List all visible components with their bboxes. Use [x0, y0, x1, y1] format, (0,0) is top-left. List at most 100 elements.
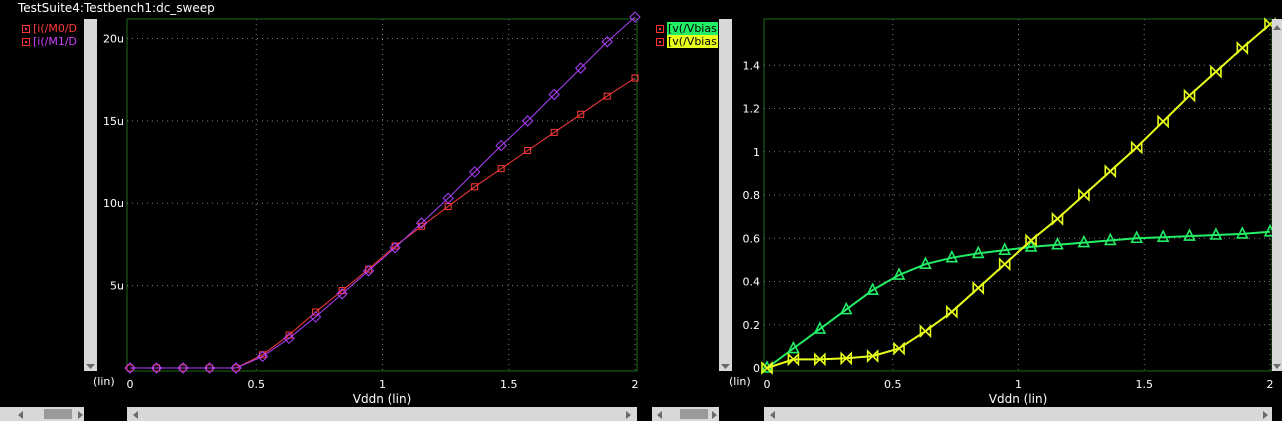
scroll-down-icon[interactable] — [1273, 364, 1281, 369]
data-point[interactable] — [866, 349, 879, 364]
data-point[interactable] — [1078, 188, 1090, 202]
y-scale-note: (lin) — [93, 375, 115, 388]
legend-item[interactable]: [i(/M1/D — [22, 35, 83, 48]
x-axis-label: Vddn (lin) — [989, 392, 1048, 406]
data-point[interactable] — [1051, 236, 1064, 250]
legend-item[interactable]: [i(/M0/D — [22, 22, 83, 35]
y-scrollbar-right[interactable] — [719, 19, 732, 371]
y-tick-label: 0.2 — [743, 319, 761, 332]
data-point[interactable] — [1051, 211, 1064, 226]
data-point[interactable] — [866, 282, 879, 295]
data-point[interactable] — [946, 304, 958, 319]
data-point[interactable] — [1156, 229, 1170, 242]
data-point[interactable] — [521, 115, 534, 127]
data-point[interactable] — [548, 88, 560, 101]
data-point[interactable] — [309, 311, 322, 323]
y-scrollbar-right-edge[interactable] — [1272, 19, 1282, 371]
data-point[interactable] — [1236, 41, 1249, 55]
data-point[interactable] — [840, 351, 853, 366]
data-point[interactable] — [471, 183, 479, 191]
data-point[interactable] — [631, 74, 639, 82]
data-point[interactable] — [972, 281, 985, 295]
scroll-right-icon[interactable] — [1263, 411, 1268, 419]
h-scrollbar-plot-left[interactable] — [127, 407, 637, 421]
scroll-right-icon[interactable] — [626, 411, 631, 419]
data-point[interactable] — [495, 139, 507, 152]
data-point[interactable] — [1025, 233, 1037, 248]
data-point[interactable] — [203, 362, 216, 374]
data-point[interactable] — [497, 165, 505, 173]
data-point[interactable] — [230, 362, 242, 374]
data-point[interactable] — [1209, 227, 1223, 240]
data-point[interactable] — [814, 352, 826, 367]
y-tick-label: 1.4 — [743, 59, 761, 72]
x-tick-label: 0.5 — [884, 378, 902, 391]
data-point[interactable] — [839, 301, 853, 315]
scroll-left-icon[interactable] — [18, 411, 23, 419]
y-scale-note: (lin) — [729, 375, 751, 388]
legend-item[interactable]: [v(/Vbias — [656, 22, 718, 35]
data-point[interactable] — [919, 324, 932, 339]
data-point[interactable] — [550, 128, 558, 136]
data-point[interactable] — [283, 332, 295, 345]
legend-panel-right — [652, 19, 719, 371]
data-point[interactable] — [1157, 114, 1169, 129]
data-point[interactable] — [813, 321, 827, 334]
x-tick-label: 1.5 — [1136, 378, 1154, 391]
data-point[interactable] — [787, 340, 800, 354]
data-point[interactable] — [1130, 230, 1143, 244]
data-point[interactable] — [893, 341, 905, 356]
data-point[interactable] — [945, 249, 959, 263]
legend-item[interactable]: [v(/Vbias — [656, 35, 718, 48]
data-point[interactable] — [312, 308, 320, 316]
data-point[interactable] — [415, 217, 428, 229]
data-point[interactable] — [629, 11, 641, 23]
data-point[interactable] — [362, 265, 375, 277]
data-point[interactable] — [1130, 140, 1143, 155]
y-tick-label: 5u — [110, 280, 124, 293]
data-point[interactable] — [1024, 239, 1038, 252]
data-point[interactable] — [971, 245, 985, 259]
scroll-down-icon[interactable] — [86, 364, 95, 369]
data-point[interactable] — [575, 62, 587, 74]
y-tick-label: 0.8 — [743, 189, 761, 202]
scroll-right-icon[interactable] — [712, 411, 717, 419]
data-point[interactable] — [1104, 232, 1117, 246]
data-point[interactable] — [892, 267, 906, 280]
data-point[interactable] — [577, 110, 585, 118]
scroll-left-icon[interactable] — [770, 411, 775, 419]
y-scrollbar-left[interactable] — [84, 19, 97, 371]
data-point[interactable] — [761, 361, 773, 375]
data-point[interactable] — [1183, 228, 1196, 241]
data-point[interactable] — [603, 92, 611, 100]
x-tick-label: 1.5 — [500, 378, 518, 391]
data-point[interactable] — [468, 166, 481, 178]
scroll-up-icon[interactable] — [1273, 25, 1281, 30]
data-point[interactable] — [919, 256, 932, 270]
data-point[interactable] — [601, 36, 613, 48]
data-point[interactable] — [787, 352, 800, 367]
scroll-left-icon[interactable] — [133, 411, 138, 419]
series-marker-icon — [656, 37, 664, 46]
data-point[interactable] — [1183, 88, 1196, 103]
data-point[interactable] — [336, 288, 348, 300]
data-point[interactable] — [442, 192, 454, 205]
data-point[interactable] — [1236, 226, 1249, 239]
data-point[interactable] — [256, 350, 269, 363]
data-point[interactable] — [177, 362, 189, 374]
data-point[interactable] — [1077, 234, 1091, 248]
data-point[interactable] — [1210, 64, 1222, 79]
data-point[interactable] — [524, 147, 532, 155]
h-scrollbar-plot-right[interactable] — [764, 407, 1272, 421]
data-point[interactable] — [998, 257, 1011, 272]
scroll-right-icon[interactable] — [78, 411, 83, 419]
scroll-down-icon[interactable] — [721, 364, 730, 369]
data-point[interactable] — [998, 242, 1011, 255]
data-point[interactable] — [389, 242, 401, 254]
data-point[interactable] — [124, 362, 136, 374]
data-point[interactable] — [1104, 164, 1117, 179]
data-point[interactable] — [150, 362, 163, 374]
scroll-left-icon[interactable] — [657, 411, 662, 419]
y-tick-label: 15u — [103, 115, 124, 128]
series-line — [766, 230, 1271, 369]
